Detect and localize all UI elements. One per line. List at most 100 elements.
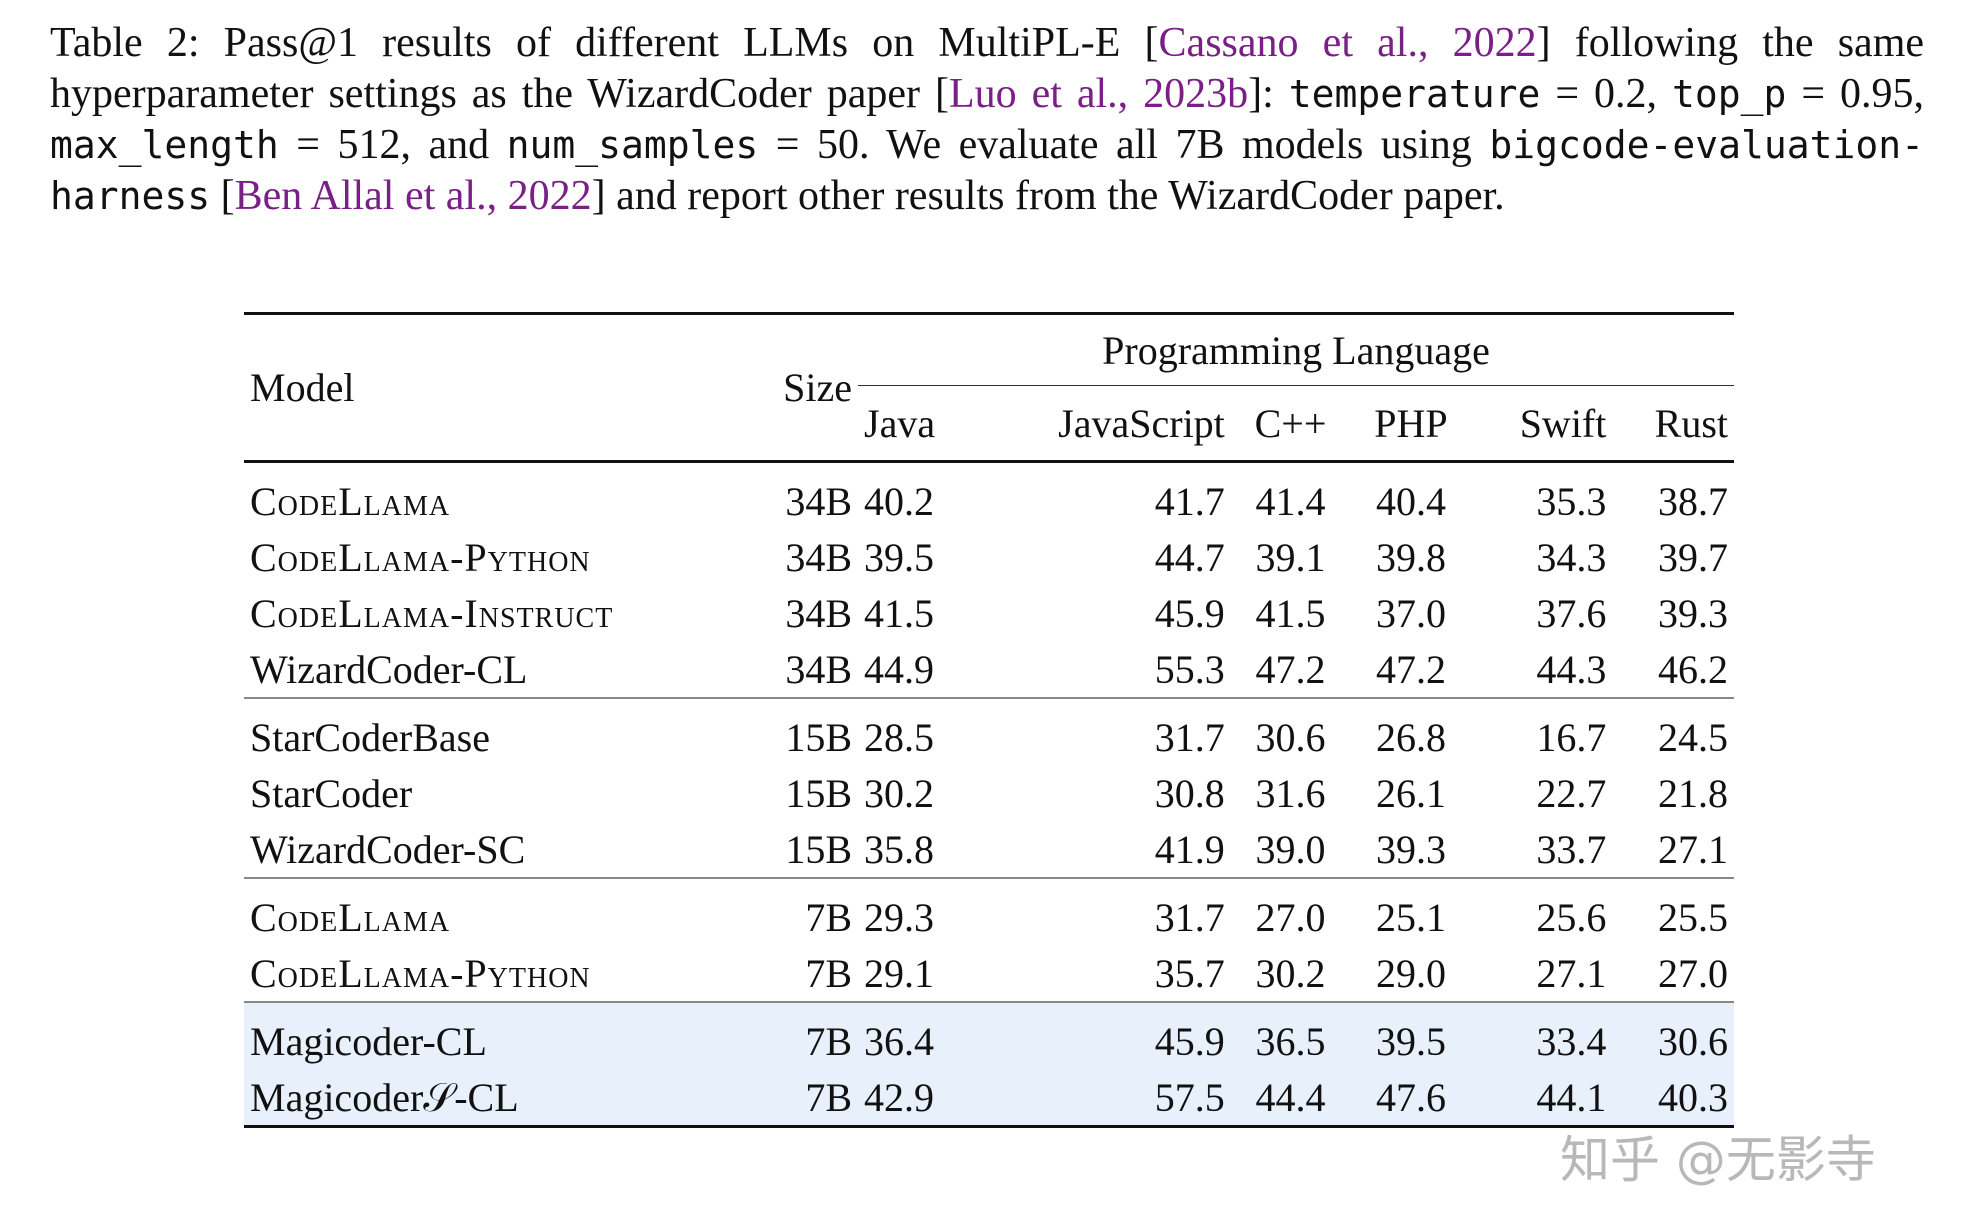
score-php: 39.3 bbox=[1375, 826, 1446, 872]
caption-prefix: Table 2: Pass@1 results of different LLM… bbox=[50, 20, 1159, 66]
table-row: CodeLlama-Instruct 34B 41.5 45.9 41.5 37.0 37.… bbox=[244, 585, 1734, 641]
model-size: 34B bbox=[785, 646, 852, 692]
score-php: 26.8 bbox=[1375, 714, 1446, 760]
model-size: 15B bbox=[785, 770, 852, 816]
model-size: 7B bbox=[805, 950, 852, 996]
score-javascript: 44.7 bbox=[1154, 534, 1225, 580]
score-javascript: 41.9 bbox=[1154, 826, 1225, 872]
citation-cassano[interactable]: Cassano et al., 2022 bbox=[1158, 20, 1537, 66]
score-swift: 16.7 bbox=[1536, 714, 1607, 760]
score-cpp: 41.5 bbox=[1255, 590, 1326, 636]
score-rust: 46.2 bbox=[1658, 646, 1728, 692]
header-programming-language: Programming Language bbox=[858, 315, 1734, 386]
table-row: CodeLlama 7B 29.3 31.7 27.0 25.1 25.6 25.5 bbox=[244, 879, 1734, 945]
model-size: 34B bbox=[785, 534, 852, 580]
table-row: CodeLlama-Python 7B 29.1 35.7 30.2 29.0 27.1 27… bbox=[244, 945, 1734, 1002]
score-java: 35.8 bbox=[864, 826, 934, 872]
results-table: Model Size Programming Language Java Java… bbox=[244, 312, 1734, 1129]
table-row: StarCoderBase 15B 28.5 31.7 30.6 26.8 16.7 24.5 bbox=[244, 699, 1734, 765]
score-javascript: 45.9 bbox=[976, 1003, 1231, 1069]
model-size: 7B bbox=[766, 1003, 858, 1069]
score-rust: 27.1 bbox=[1658, 826, 1728, 872]
score-javascript: 57.5 bbox=[976, 1069, 1231, 1127]
score-rust: 30.6 bbox=[1612, 1003, 1734, 1069]
score-rust: 27.0 bbox=[1658, 950, 1728, 996]
model-name: StarCoder bbox=[250, 770, 413, 816]
score-javascript: 30.8 bbox=[1154, 770, 1225, 816]
score-swift: 34.3 bbox=[1536, 534, 1607, 580]
param-temperature: temperature bbox=[1288, 72, 1541, 116]
score-javascript: 45.9 bbox=[1154, 590, 1225, 636]
score-java: 42.9 bbox=[858, 1069, 977, 1127]
score-swift: 44.1 bbox=[1471, 1069, 1613, 1127]
score-php: 29.0 bbox=[1375, 950, 1446, 996]
param-top-p: top_p bbox=[1672, 72, 1787, 116]
model-name: Magicoder𝒮-CL bbox=[244, 1069, 766, 1127]
score-rust: 39.3 bbox=[1658, 590, 1728, 636]
score-rust: 24.5 bbox=[1658, 714, 1728, 760]
header-model: Model bbox=[244, 315, 766, 463]
score-cpp: 36.5 bbox=[1230, 1003, 1351, 1069]
score-swift: 35.3 bbox=[1536, 478, 1607, 524]
score-rust: 25.5 bbox=[1658, 894, 1728, 940]
table-row: WizardCoder-SC 15B 35.8 41.9 39.0 39.3 33.7 27.… bbox=[244, 821, 1734, 878]
score-cpp: 47.2 bbox=[1255, 646, 1326, 692]
score-java: 44.9 bbox=[864, 646, 934, 692]
score-java: 29.1 bbox=[864, 950, 934, 996]
model-name: CodeLlama bbox=[250, 478, 451, 524]
model-name: CodeLlama-Instruct bbox=[250, 590, 614, 636]
model-size: 7B bbox=[766, 1069, 858, 1127]
table-row: StarCoder 15B 30.2 30.8 31.6 26.1 22.7 21.8 bbox=[244, 765, 1734, 821]
caption-mid2: ]: bbox=[1248, 71, 1289, 117]
score-java: 36.4 bbox=[858, 1003, 977, 1069]
score-cpp: 30.2 bbox=[1255, 950, 1326, 996]
score-java: 30.2 bbox=[864, 770, 934, 816]
caption-eq1: = 0.2, bbox=[1540, 71, 1672, 117]
score-javascript: 35.7 bbox=[1154, 950, 1225, 996]
citation-ben-allal[interactable]: Ben Allal et al., 2022 bbox=[234, 173, 592, 219]
score-php: 37.0 bbox=[1375, 590, 1446, 636]
score-swift: 27.1 bbox=[1536, 950, 1607, 996]
citation-luo[interactable]: Luo et al., 2023b bbox=[948, 71, 1249, 117]
score-cpp: 39.0 bbox=[1255, 826, 1326, 872]
model-name: WizardCoder-SC bbox=[250, 826, 526, 872]
caption-suffix: ] and report other results from the Wiza… bbox=[591, 173, 1505, 219]
table-row: Magicoder𝒮-CL 7B 42.9 57.5 44.4 47.6 44.1 40.3 bbox=[244, 1069, 1734, 1127]
score-swift: 25.6 bbox=[1536, 894, 1607, 940]
table-row: CodeLlama-Python 34B 39.5 44.7 39.1 39.8 34.3 3… bbox=[244, 529, 1734, 585]
score-java: 40.2 bbox=[864, 478, 934, 524]
score-php: 39.8 bbox=[1375, 534, 1446, 580]
header-lang-javascript: JavaScript bbox=[976, 385, 1231, 463]
score-cpp: 44.4 bbox=[1230, 1069, 1351, 1127]
caption-mid1: ] following the same hyperparameter sett… bbox=[50, 20, 1925, 117]
score-cpp: 30.6 bbox=[1255, 714, 1326, 760]
header-size: Size bbox=[766, 315, 858, 463]
param-num-samples: num_samples bbox=[506, 123, 759, 167]
score-java: 41.5 bbox=[864, 590, 934, 636]
model-name: CodeLlama-Python bbox=[250, 950, 591, 996]
model-name: Magicoder-CL bbox=[244, 1003, 766, 1069]
score-swift: 22.7 bbox=[1536, 770, 1607, 816]
score-swift: 37.6 bbox=[1536, 590, 1607, 636]
header-lang-rust: Rust bbox=[1612, 385, 1734, 463]
model-name: CodeLlama-Python bbox=[250, 534, 591, 580]
table-row: WizardCoder-CL 34B 44.9 55.3 47.2 47.2 44.3 46.… bbox=[244, 641, 1734, 698]
caption-eq2: = 0.95, bbox=[1786, 71, 1925, 117]
score-cpp: 31.6 bbox=[1255, 770, 1326, 816]
score-java: 29.3 bbox=[864, 894, 934, 940]
model-size: 7B bbox=[805, 894, 852, 940]
score-php: 47.6 bbox=[1350, 1069, 1472, 1127]
score-cpp: 27.0 bbox=[1255, 894, 1326, 940]
score-php: 47.2 bbox=[1375, 646, 1446, 692]
model-size: 34B bbox=[785, 590, 852, 636]
caption-eq3: = 512, and bbox=[278, 122, 507, 168]
watermark: 知乎 @无影寺 bbox=[1560, 1131, 1876, 1189]
score-java: 28.5 bbox=[864, 714, 934, 760]
score-php: 40.4 bbox=[1375, 478, 1446, 524]
caption-mid3: [ bbox=[210, 173, 235, 219]
model-name: WizardCoder-CL bbox=[250, 646, 528, 692]
header-lang-php: PHP bbox=[1350, 385, 1472, 463]
score-rust: 40.3 bbox=[1612, 1069, 1734, 1127]
model-name: CodeLlama bbox=[250, 894, 451, 940]
score-java: 39.5 bbox=[864, 534, 934, 580]
